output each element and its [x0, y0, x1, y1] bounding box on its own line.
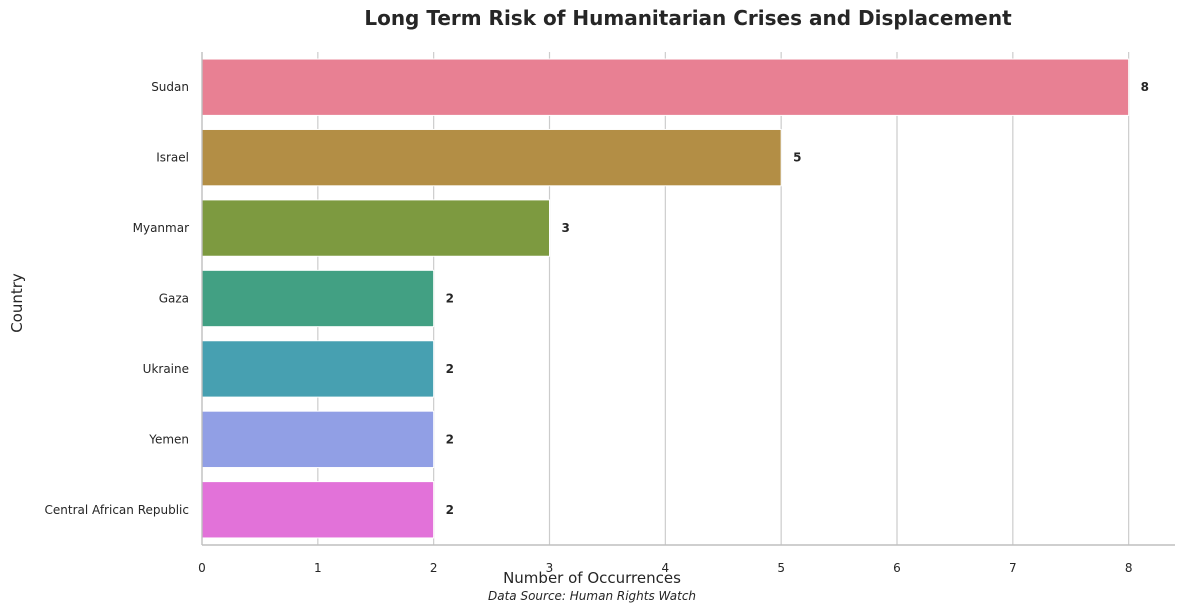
- bar-value-label: 2: [446, 362, 454, 376]
- bar-israel: [201, 128, 782, 187]
- data-source-note: Data Source: Human Rights Watch: [488, 589, 696, 603]
- x-tick-label: 6: [893, 561, 901, 575]
- labels: 0 1 2 3 4 5 6 7 8 Sudan 8 Israel 5 Myanmar 3 Gaza 2 Ukrai…: [45, 80, 1149, 575]
- bar-value-label: 2: [446, 432, 454, 446]
- x-tick-label: 5: [777, 561, 785, 575]
- bar-central-african-republic: [201, 481, 435, 539]
- y-tick-label: Yemen: [148, 432, 189, 446]
- bar-myanmar: [201, 199, 550, 257]
- bar-ukraine: [201, 340, 435, 398]
- bar-yemen: [201, 410, 435, 469]
- x-tick-label: 4: [662, 561, 670, 575]
- y-tick-label: Sudan: [151, 80, 189, 94]
- y-tick-label: Ukraine: [143, 362, 189, 376]
- x-tick-label: 2: [430, 561, 438, 575]
- y-tick-label: Myanmar: [133, 221, 189, 235]
- grid-lines: [317, 52, 1130, 545]
- bar-value-label: 2: [446, 503, 454, 517]
- x-tick-label: 3: [546, 561, 554, 575]
- bar-value-label: 8: [1141, 80, 1149, 94]
- chart-title: Long Term Risk of Humanitarian Crises an…: [364, 6, 1012, 30]
- bar-gaza: [201, 269, 435, 328]
- axes: [201, 52, 1175, 546]
- y-tick-label: Central African Republic: [45, 503, 189, 517]
- x-tick-label: 8: [1125, 561, 1133, 575]
- bar-value-label: 3: [562, 221, 570, 235]
- x-tick-label: 7: [1009, 561, 1017, 575]
- bars: [201, 58, 1130, 539]
- bar-value-label: 2: [446, 292, 454, 306]
- x-axis-label: Number of Occurrences: [503, 569, 681, 587]
- y-axis-label: Country: [8, 273, 26, 333]
- y-tick-label: Israel: [156, 151, 189, 165]
- x-tick-label: 1: [314, 561, 322, 575]
- bar-value-label: 5: [793, 151, 801, 165]
- y-tick-label: Gaza: [159, 292, 189, 306]
- bar-sudan: [201, 58, 1130, 116]
- x-tick-label: 0: [198, 561, 206, 575]
